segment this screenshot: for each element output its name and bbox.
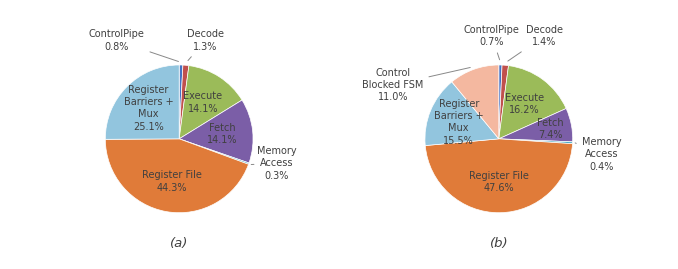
Wedge shape [499, 65, 508, 139]
Text: ControlPipe
0.7%: ControlPipe 0.7% [464, 25, 520, 60]
Text: (b): (b) [490, 237, 508, 250]
Wedge shape [499, 139, 573, 144]
Wedge shape [179, 65, 189, 139]
Wedge shape [425, 139, 572, 213]
Text: Memory
Access
0.4%: Memory Access 0.4% [575, 137, 621, 172]
Text: Register File
47.6%: Register File 47.6% [469, 171, 530, 193]
Text: Decode
1.4%: Decode 1.4% [508, 25, 563, 61]
Wedge shape [179, 139, 249, 164]
Text: Decode
1.3%: Decode 1.3% [186, 29, 224, 61]
Text: Control
Blocked FSM
11.0%: Control Blocked FSM 11.0% [362, 68, 471, 102]
Text: (a): (a) [170, 237, 188, 250]
Text: Register
Barriers +
Mux
25.1%: Register Barriers + Mux 25.1% [123, 85, 173, 132]
Text: Execute
16.2%: Execute 16.2% [505, 93, 544, 115]
Wedge shape [105, 139, 249, 213]
Text: ControlPipe
0.8%: ControlPipe 0.8% [89, 29, 178, 62]
Wedge shape [105, 65, 179, 139]
Wedge shape [499, 108, 573, 142]
Wedge shape [425, 82, 499, 146]
Text: Register File
44.3%: Register File 44.3% [142, 171, 201, 193]
Text: Memory
Access
0.3%: Memory Access 0.3% [252, 146, 296, 180]
Text: Fetch
14.1%: Fetch 14.1% [207, 123, 237, 145]
Wedge shape [452, 65, 499, 139]
Wedge shape [499, 65, 502, 139]
Wedge shape [179, 66, 242, 139]
Text: Execute
14.1%: Execute 14.1% [183, 91, 222, 114]
Wedge shape [179, 100, 253, 163]
Wedge shape [499, 66, 566, 139]
Text: Fetch
7.4%: Fetch 7.4% [537, 118, 563, 140]
Wedge shape [179, 65, 183, 139]
Text: Register
Barriers +
Mux
15.5%: Register Barriers + Mux 15.5% [434, 98, 483, 146]
